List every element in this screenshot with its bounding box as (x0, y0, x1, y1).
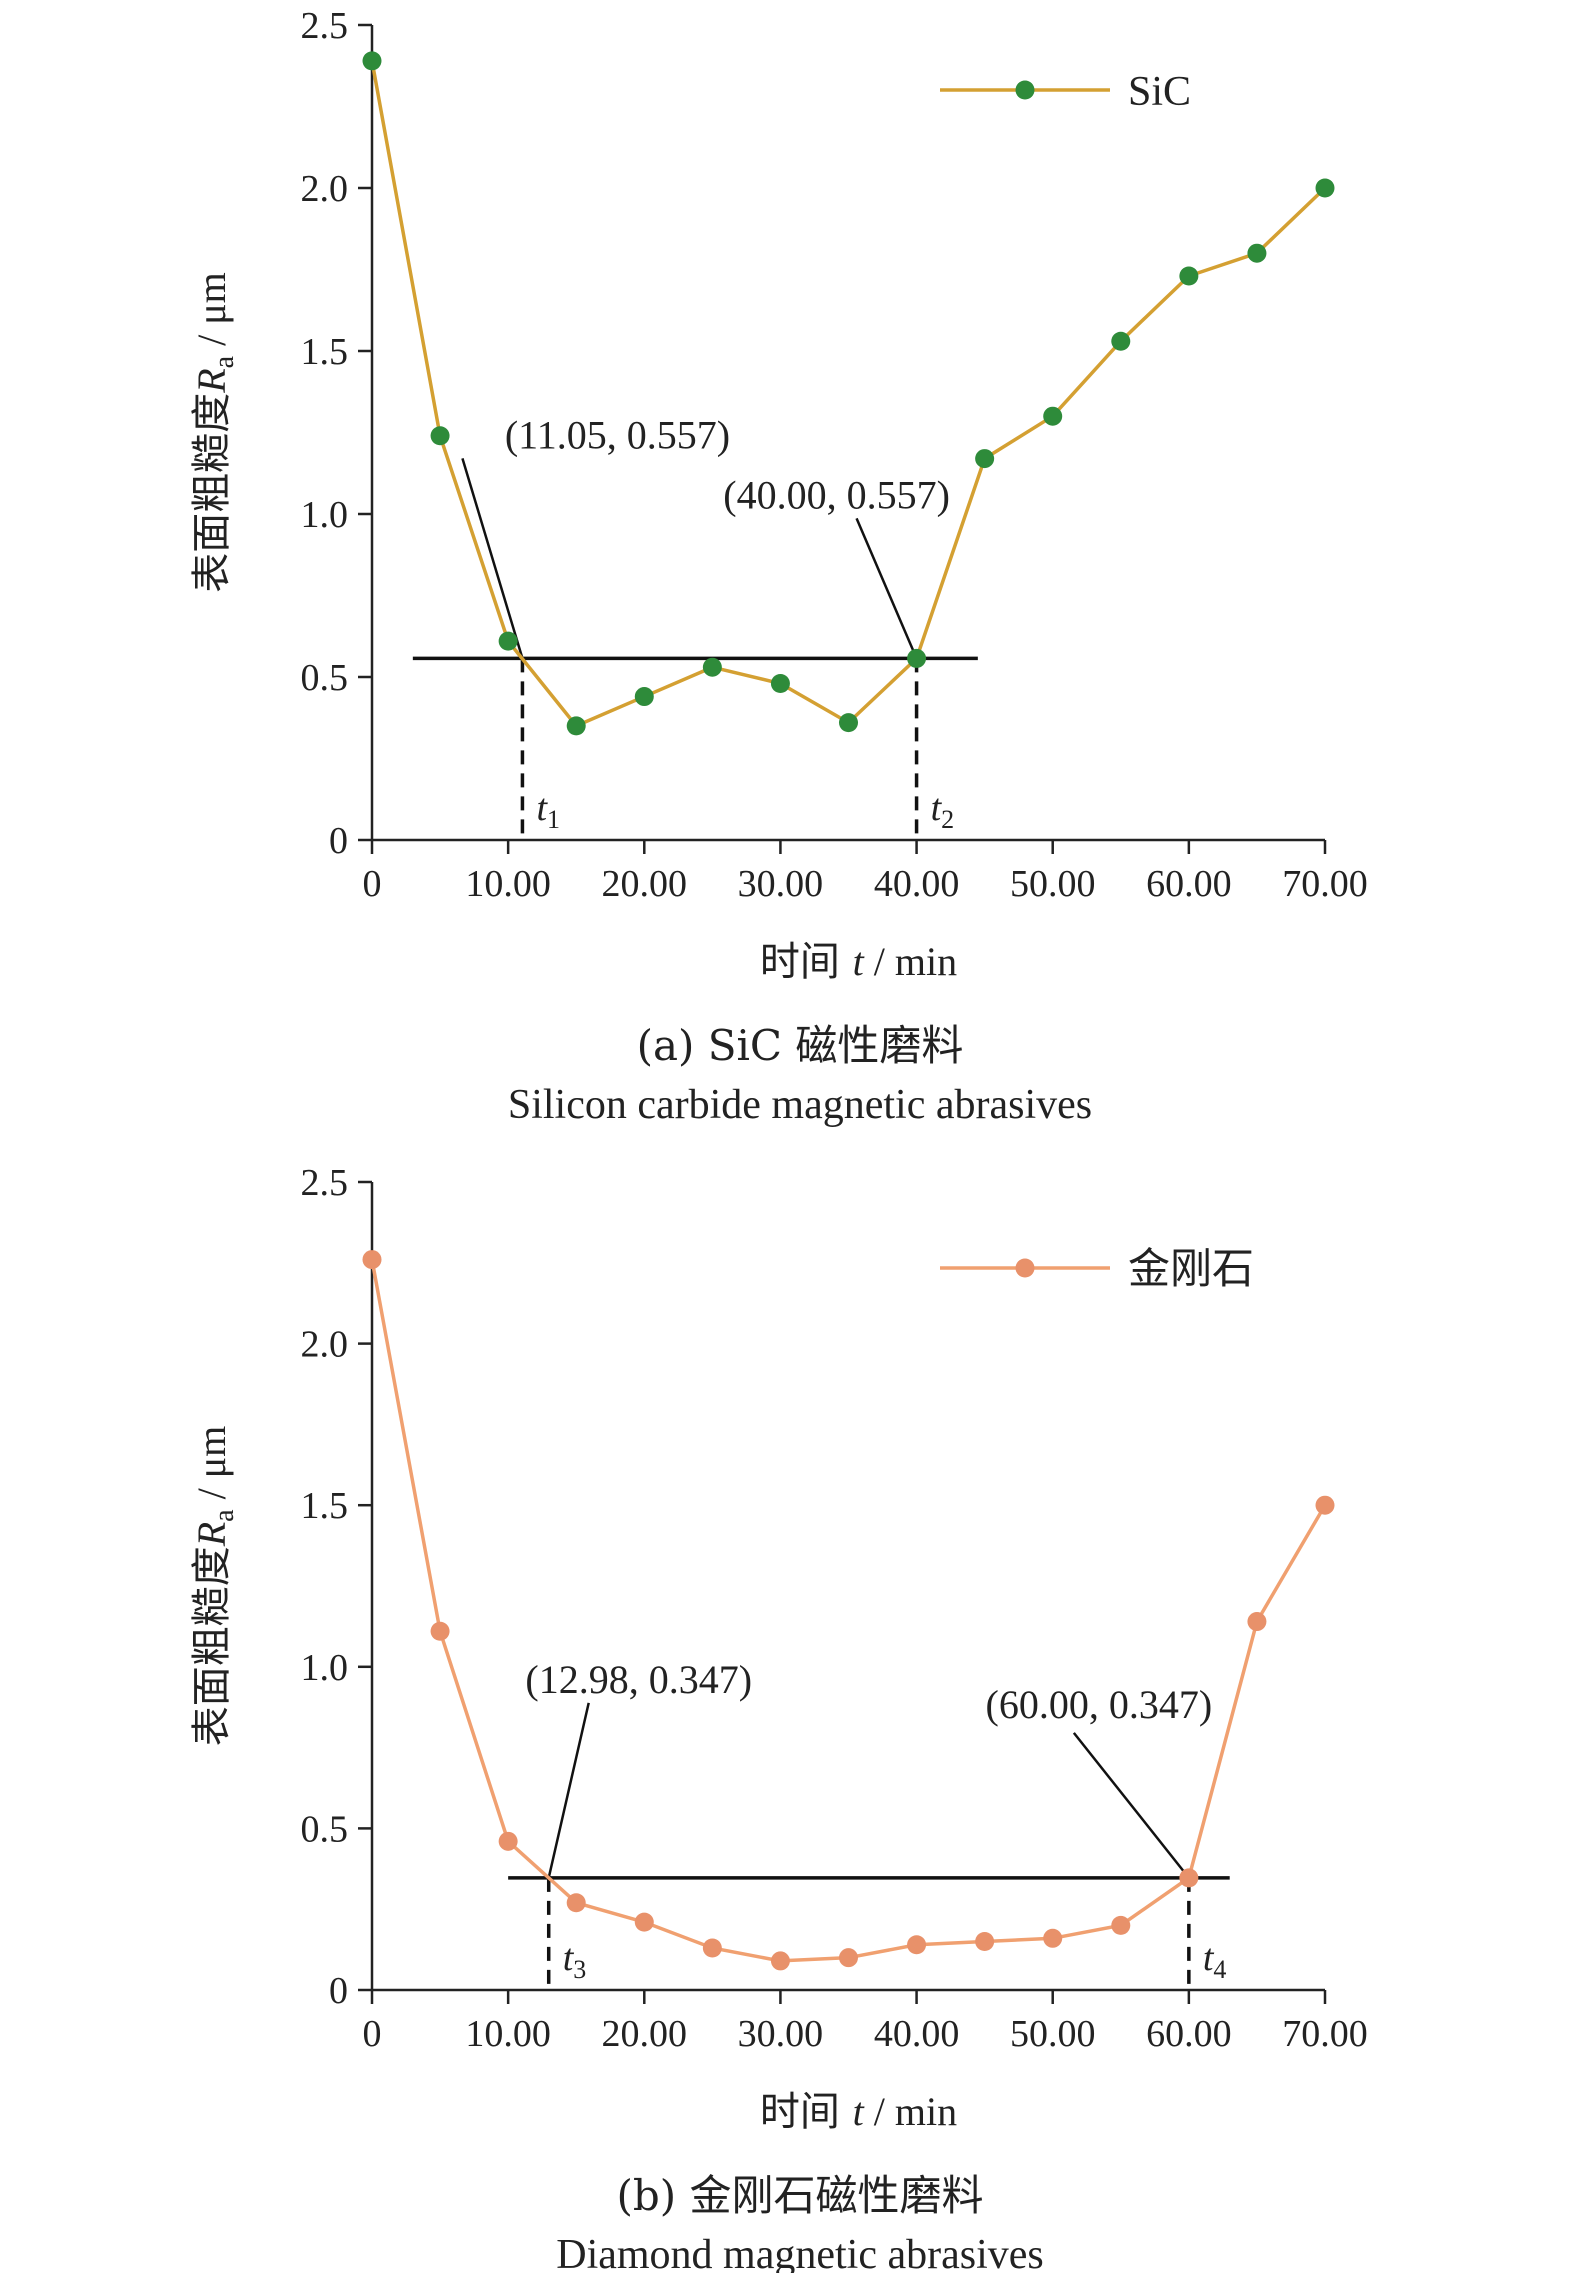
data-point (362, 51, 382, 71)
data-point (566, 716, 586, 736)
x-axis-title: 时间 t / min (760, 939, 957, 985)
time-marker-label: t3 (563, 1937, 587, 1984)
caption-title: (a) SiC 磁性磨料 (637, 1021, 964, 1070)
legend-label: 金刚石 (1128, 1244, 1254, 1293)
data-point (975, 449, 995, 469)
legend-label: SiC (1128, 69, 1191, 115)
caption-title: (b) 金刚石磁性磨料 (616, 2171, 983, 2220)
x-tick-label: 60.00 (1146, 863, 1232, 905)
annotation-leader (461, 458, 524, 659)
annotation-leader (547, 1702, 590, 1879)
x-tick-label: 70.00 (1282, 863, 1368, 905)
y-tick-label: 1.5 (301, 331, 349, 373)
data-point (1247, 1612, 1267, 1632)
legend: 金刚石 (940, 1244, 1254, 1293)
data-point (566, 1893, 586, 1913)
data-point (702, 1938, 722, 1958)
data-point (498, 631, 518, 651)
y-tick-label: 0 (329, 1970, 348, 2012)
y-tick-label: 2.5 (301, 1162, 349, 1204)
x-tick-label: 20.00 (602, 2013, 688, 2055)
x-tick-label: 10.00 (465, 863, 551, 905)
data-point (498, 1831, 518, 1851)
x-tick-label: 70.00 (1282, 2013, 1368, 2055)
x-tick-label: 50.00 (1010, 863, 1096, 905)
annotation-leader (855, 517, 918, 659)
data-point (702, 657, 722, 677)
annotation-label: (12.98, 0.347) (525, 1657, 752, 1702)
chart-panel-a: 0 0.5 1.0 1.5 2.0 2.5 0 10.00 20.00 30.00 40.00 50.… (189, 5, 1368, 1128)
x-tick-label: 30.00 (738, 863, 824, 905)
caption-subtitle: Silicon carbide magnetic abrasives (508, 1082, 1092, 1128)
annotation-leader (1072, 1732, 1190, 1879)
y-axis-title: 表面粗糙度Ra / μm (189, 272, 240, 593)
data-point (1179, 266, 1199, 286)
data-point (839, 1948, 858, 1968)
legend-marker (1015, 1258, 1035, 1278)
time-marker-label: t4 (1203, 1937, 1227, 1984)
time-marker-label: t1 (536, 787, 560, 834)
data-point (1111, 1915, 1131, 1935)
data-point (430, 1621, 450, 1641)
legend-marker (1015, 80, 1035, 100)
x-tick-label: 30.00 (738, 2013, 824, 2055)
data-point (362, 1250, 382, 1270)
y-tick-label: 2.0 (301, 168, 349, 210)
y-axis-title: 表面粗糙度Ra / μm (189, 1426, 240, 1747)
data-point (1247, 243, 1267, 263)
x-tick-label: 20.00 (602, 863, 688, 905)
x-tick-label: 40.00 (874, 2013, 960, 2055)
data-point (1111, 331, 1131, 351)
data-point (430, 426, 450, 446)
series-line (370, 60, 1327, 729)
data-point (907, 1935, 927, 1955)
series-line (370, 1259, 1327, 1963)
y-tick-label: 2.5 (301, 5, 349, 47)
y-tick-label: 0 (329, 820, 348, 862)
data-point (839, 713, 858, 733)
annotation-label: (40.00, 0.557) (723, 472, 950, 517)
y-tick-label: 0.5 (301, 657, 349, 699)
legend: SiC (940, 69, 1191, 115)
data-point (770, 1951, 790, 1971)
y-tick-label: 2.0 (301, 1324, 349, 1366)
data-point (1179, 1868, 1199, 1888)
x-tick-label: 0 (363, 2013, 382, 2055)
x-tick-label: 60.00 (1146, 2013, 1232, 2055)
x-tick-label: 50.00 (1010, 2013, 1096, 2055)
caption-subtitle: Diamond magnetic abrasives (556, 2232, 1044, 2273)
data-point (1315, 1495, 1335, 1515)
time-marker-label: t2 (931, 787, 955, 834)
y-tick-label: 0.5 (301, 1808, 349, 1850)
data-point (907, 648, 927, 668)
x-tick-label: 0 (363, 863, 382, 905)
data-point (634, 687, 654, 707)
x-tick-label: 10.00 (465, 2013, 551, 2055)
data-point (1315, 178, 1335, 198)
y-tick-label: 1.0 (301, 1647, 349, 1689)
chart-panel-b: 0 0.5 1.0 1.5 2.0 2.5 0 10.00 20.00 30.00 40.00 50.… (189, 1162, 1368, 2273)
x-axis-title: 时间 t / min (760, 2089, 957, 2135)
annotation-label: (11.05, 0.557) (505, 412, 730, 457)
y-tick-label: 1.5 (301, 1485, 349, 1527)
data-point (975, 1932, 995, 1952)
data-point (634, 1912, 654, 1932)
annotation-label: (60.00, 0.347) (986, 1682, 1213, 1727)
y-tick-label: 1.0 (301, 494, 349, 536)
data-point (770, 674, 790, 694)
data-point (1043, 1928, 1063, 1948)
data-point (1043, 406, 1063, 426)
x-tick-label: 40.00 (874, 863, 960, 905)
